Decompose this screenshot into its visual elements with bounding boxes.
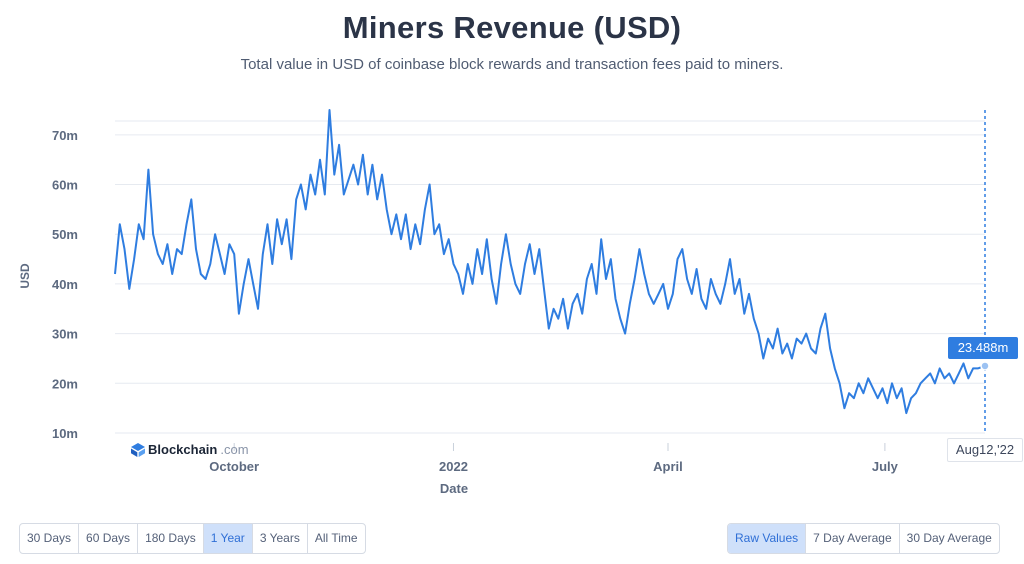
average-selector: Raw Values 7 Day Average 30 Day Average	[727, 523, 1000, 554]
x-axis-title: Date	[440, 481, 468, 496]
y-tick-label: 40m	[52, 277, 78, 292]
x-tick-label: July	[872, 459, 899, 474]
range-button-180-days[interactable]: 180 Days	[138, 524, 204, 553]
hover-value-badge: 23.488m	[948, 337, 1018, 359]
y-tick-label: 20m	[52, 376, 78, 391]
y-tick-label: 30m	[52, 327, 78, 342]
page-title: Miners Revenue (USD)	[342, 10, 682, 45]
range-button-all-time[interactable]: All Time	[314, 531, 358, 545]
brand-name: Blockchain	[148, 442, 218, 457]
page-subtitle: Total value in USD of coinbase block rew…	[240, 56, 784, 73]
brand-watermark: Blockchain .com	[131, 442, 249, 457]
x-tick-label: October	[209, 459, 259, 474]
x-tick-label: April	[653, 459, 683, 474]
range-button-1-year[interactable]: 1 Year	[203, 524, 253, 553]
hover-date-badge: Aug12,'22	[947, 438, 1023, 462]
y-tick-label: 60m	[52, 178, 78, 193]
y-tick-label: 10m	[52, 426, 78, 441]
thirty-day-average-button[interactable]: 30 Day Average	[906, 531, 992, 545]
range-button-3-years[interactable]: 3 Years	[253, 524, 308, 553]
brand-suffix: .com	[220, 442, 249, 457]
raw-values-button[interactable]: Raw Values	[728, 524, 807, 553]
x-tick-label: 2022	[439, 459, 468, 474]
hover-point-marker	[980, 361, 990, 371]
range-button-30-days[interactable]: 30 Days	[20, 524, 80, 553]
y-axis-title: USD	[18, 263, 32, 289]
time-range-selector: 30 Days 60 Days 180 Days 1 Year 3 Years …	[19, 523, 366, 554]
seven-day-average-button[interactable]: 7 Day Average	[806, 524, 900, 553]
range-button-60-days[interactable]: 60 Days	[79, 524, 139, 553]
blockchain-logo-icon	[131, 442, 145, 457]
y-tick-label: 50m	[52, 227, 78, 242]
y-tick-label: 70m	[52, 128, 78, 143]
series-line	[114, 109, 986, 415]
